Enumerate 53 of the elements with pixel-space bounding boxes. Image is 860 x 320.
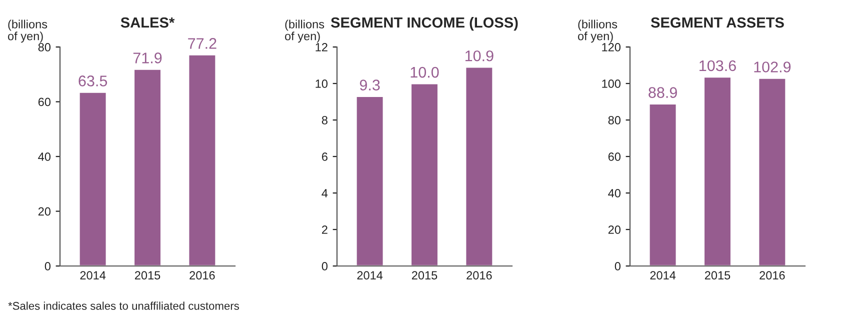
bar [464,66,494,266]
data-label: 103.6 [700,60,736,72]
y-tick-label: 2 [322,226,328,234]
y-tick-label: 40 [608,189,621,198]
y-tick-label: 0 [322,262,328,270]
y-tick-label: 8 [322,116,328,124]
chart-title: SEGMENT INCOME (LOSS) [330,16,518,31]
y-tick-label: 60 [38,98,51,106]
data-label: 88.9 [648,87,677,98]
x-tick-label: 2014 [80,271,106,280]
data-label: 102.9 [754,62,791,72]
y-tick-label: 10 [316,80,328,88]
y-tick-label: 6 [322,152,328,161]
y-tick-label: 4 [322,189,328,198]
x-tick-label: 2014 [650,271,676,280]
y-axis-title: (billions of yen) [578,20,618,43]
bar [133,68,162,266]
x-tick-label: 2014 [357,271,383,280]
y-tick-label: 80 [608,116,621,124]
y-tick-label: 20 [38,207,51,216]
bar [355,96,384,266]
y-tick-label: 12 [316,43,328,52]
x-tick-label: 2015 [134,271,160,280]
y-axis-title: (billions of yen) [284,20,324,43]
y-tick-label: 60 [608,152,621,161]
x-tick-label: 2016 [190,271,215,280]
bar [78,91,108,266]
data-label: 10.9 [465,50,494,62]
bar [703,76,732,266]
y-tick-label: 20 [608,226,621,234]
y-tick-label: 120 [602,43,621,52]
y-tick-label: 80 [38,43,51,52]
bar [410,82,439,266]
x-tick-label: 2016 [760,271,785,280]
data-label: 10.0 [410,66,439,78]
bar [648,103,678,266]
data-label: 71.9 [133,52,162,64]
y-tick-label: 0 [614,262,621,270]
bar [758,78,787,266]
x-tick-label: 2016 [466,271,492,280]
data-label: 9.3 [360,80,380,90]
chart-title: SEGMENT ASSETS [650,17,784,28]
y-tick-label: 0 [44,262,51,270]
data-label: 63.5 [78,76,108,86]
y-tick-label: 100 [602,80,621,88]
chart-title: SALES* [120,17,175,28]
y-axis-title: (billions of yen) [8,20,48,43]
text: *Sales indicates sales to unaffiliated customers [8,302,240,310]
x-tick-label: 2015 [412,271,438,280]
bar [188,54,217,266]
x-tick-label: 2015 [704,271,730,280]
y-tick-label: 40 [38,152,51,161]
data-label: 77.2 [188,38,216,49]
